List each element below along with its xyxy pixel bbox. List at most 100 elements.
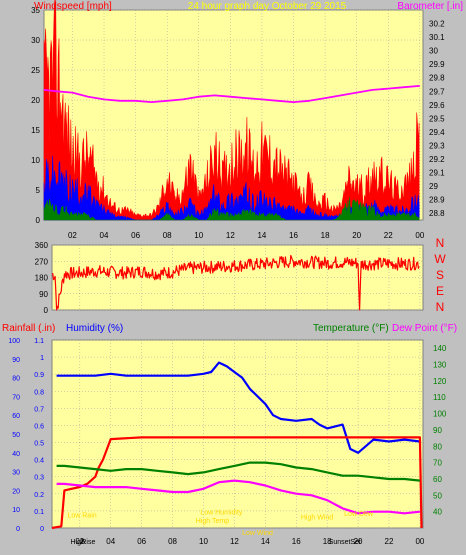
- temp-tick-label: 110: [433, 393, 446, 402]
- barometer-series: [43, 85, 420, 103]
- compass-label: E: [436, 284, 444, 298]
- temp-tick-label: 90: [433, 426, 442, 435]
- wind-x-tick-label: 08: [163, 231, 172, 240]
- wind-x-tick-label: 18: [321, 231, 330, 240]
- humidity-tick-label: 50: [12, 432, 20, 439]
- temperature-panel-background: [51, 339, 424, 529]
- humidity-tick-label: 10: [12, 507, 20, 514]
- direction-y-tick-label: 180: [35, 274, 49, 283]
- rain-tick-label: 0.7: [34, 406, 44, 413]
- humidity-tick-label: 60: [12, 413, 20, 420]
- dew-point-series: [56, 479, 421, 515]
- wind-low-series: [43, 196, 420, 221]
- wind-direction-series: [51, 254, 420, 311]
- rain-tick-label: 0.2: [34, 492, 44, 499]
- barometer-tick-label: 28.9: [429, 196, 445, 205]
- direction-y-tick-label: 0: [44, 306, 49, 315]
- rain-tick-label: 1.1: [34, 338, 44, 345]
- wind-x-tick-label: 14: [257, 231, 266, 240]
- temp-tick-label: 60: [433, 475, 442, 484]
- direction-y-tick-label: 360: [35, 241, 49, 250]
- wind-y-tick-label: 5: [36, 186, 41, 195]
- temp-tick-label: 140: [433, 344, 447, 353]
- humidity-tick-label: 80: [12, 376, 20, 383]
- humidity-tick-label: 30: [12, 470, 20, 477]
- barometer-tick-label: 29.5: [429, 114, 445, 123]
- compass-label: S: [436, 268, 444, 282]
- barometer-tick-label: 29.8: [429, 74, 445, 83]
- barometer-tick-label: 29: [429, 182, 438, 191]
- temp-tick-label: 40: [433, 508, 442, 517]
- wind-y-tick-label: 20: [31, 96, 40, 105]
- temperature-series: [56, 461, 421, 482]
- barometer-tick-label: 29.4: [429, 128, 445, 137]
- temp-tick-label: 50: [433, 491, 442, 500]
- barometer-tick-label: 30.1: [429, 33, 445, 42]
- barometer-tick-label: 29.3: [429, 141, 445, 150]
- humidity-tick-label: 70: [12, 394, 20, 401]
- rain-tick-label: 0.8: [34, 389, 44, 396]
- dew-point-axis-title: Dew Point (°F): [392, 323, 457, 334]
- compass-label: W: [434, 252, 446, 266]
- wind-x-tick-label: 16: [289, 231, 298, 240]
- wind-y-tick-label: 10: [31, 156, 40, 165]
- rain-tick-label: 0.4: [34, 458, 44, 465]
- barometer-tick-label: 29.9: [429, 60, 445, 69]
- humidity-series: [56, 361, 421, 454]
- wind-x-tick-label: 06: [131, 231, 140, 240]
- rain-tick-label: 0.6: [34, 423, 44, 430]
- temp-x-tick-label: 12: [230, 537, 239, 546]
- temp-tick-label: 100: [433, 410, 447, 419]
- temp-x-tick-label: 02: [75, 537, 84, 546]
- sun-label: Rise: [81, 539, 95, 546]
- wind-x-tick-label: 04: [100, 231, 109, 240]
- temp-x-tick-label: 10: [199, 537, 208, 546]
- temp-x-tick-label: 06: [137, 537, 146, 546]
- temp-tick-label: 120: [433, 377, 447, 386]
- annotation-label: High Temp: [196, 518, 229, 525]
- rain-tick-label: 0.5: [34, 441, 44, 448]
- temp-x-tick-label: 22: [385, 537, 394, 546]
- temp-x-tick-label: 08: [168, 537, 177, 546]
- sun-label: Set: [350, 539, 361, 546]
- wind-y-tick-label: 35: [31, 6, 40, 15]
- annotation-label: Low Rain: [67, 513, 96, 520]
- compass-label: N: [436, 300, 445, 314]
- wind-x-tick-label: 00: [415, 231, 424, 240]
- wind-y-axis-title: Windspeed [mph]: [34, 1, 112, 12]
- barometer-tick-label: 29.7: [429, 87, 445, 96]
- wind-x-tick-label: 22: [384, 231, 393, 240]
- temp-x-tick-label: 04: [106, 537, 115, 546]
- barometer-tick-label: 30: [429, 47, 438, 56]
- wind-y-tick-label: 30: [31, 36, 40, 45]
- rain-tick-label: 0.1: [34, 509, 44, 516]
- humidity-tick-label: 90: [12, 357, 20, 364]
- barometer-tick-label: 29.1: [429, 169, 445, 178]
- annotation-label: Low Humidity: [200, 509, 243, 516]
- rain-tick-label: 0.9: [34, 372, 44, 379]
- temp-x-tick-label: 18: [323, 537, 332, 546]
- rainfall-series: [51, 436, 423, 530]
- humidity-tick-label: 0: [16, 526, 20, 533]
- rain-tick-label: 1: [40, 355, 44, 362]
- wind-y-tick-label: 15: [31, 126, 40, 135]
- temp-tick-label: 130: [433, 361, 447, 370]
- barometer-tick-label: 28.8: [429, 209, 445, 218]
- sun-label: High: [71, 539, 86, 546]
- temp-x-tick-label: 20: [354, 537, 363, 546]
- barometer-tick-label: 29.6: [429, 101, 445, 110]
- humidity-tick-label: 20: [12, 488, 20, 495]
- wind-x-tick-label: 10: [194, 231, 203, 240]
- temp-tick-label: 80: [433, 442, 442, 451]
- annotation-label: High Wind: [301, 514, 333, 521]
- humidity-tick-label: 100: [8, 338, 20, 345]
- wind-y-tick-label: 0: [36, 216, 41, 225]
- compass-label: N: [436, 236, 445, 250]
- temp-tick-label: 70: [433, 459, 442, 468]
- direction-y-tick-label: 90: [39, 290, 48, 299]
- temperature-axis-title: Temperature (°F): [313, 323, 389, 334]
- temp-x-tick-label: 16: [292, 537, 301, 546]
- barometer-tick-label: 30.2: [429, 20, 445, 29]
- temp-x-tick-label: 00: [415, 537, 424, 546]
